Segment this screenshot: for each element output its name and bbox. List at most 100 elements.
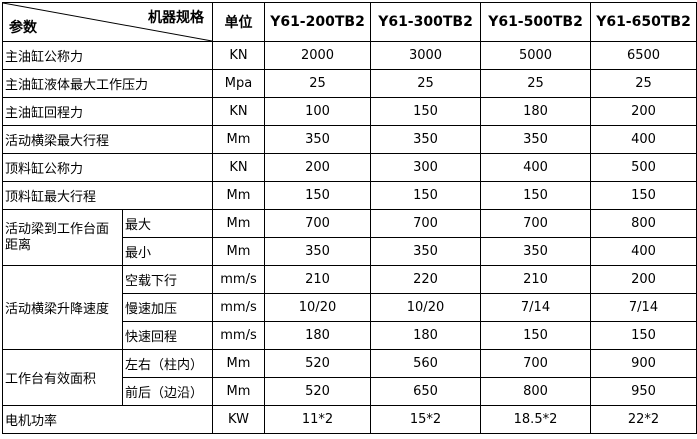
value-cell: 6500 — [590, 41, 697, 70]
sub-label: 最大 — [122, 209, 213, 238]
value-cell: 700 — [480, 349, 591, 378]
unit-cell: Mm — [212, 349, 265, 378]
param-label: 活动横梁最大行程 — [2, 125, 213, 154]
value-cell: 220 — [370, 265, 481, 294]
value-cell: 560 — [370, 349, 481, 378]
param-label: 顶料缸最大行程 — [2, 181, 213, 210]
group-label: 活动横梁升降速度 — [2, 265, 123, 350]
value-cell: 200 — [264, 153, 371, 182]
value-cell: 520 — [264, 349, 371, 378]
sub-label: 前后（边沿） — [122, 377, 213, 406]
table-row: 顶料缸最大行程 Mm 150 150 150 150 — [2, 181, 697, 210]
value-cell: 150 — [590, 181, 697, 210]
unit-cell: mm/s — [212, 265, 265, 294]
value-cell: 150 — [370, 181, 481, 210]
param-label: 主油缸液体最大工作压力 — [2, 69, 213, 98]
value-cell: 400 — [590, 237, 697, 266]
value-cell: 200 — [590, 265, 697, 294]
value-cell: 520 — [264, 377, 371, 406]
table-row: 主油缸回程力 KN 100 150 180 200 — [2, 97, 697, 126]
value-cell: 150 — [480, 321, 591, 350]
value-cell: 500 — [590, 153, 697, 182]
value-cell: 700 — [370, 209, 481, 238]
model-header: Y61-200TB2 — [264, 2, 371, 42]
value-cell: 15*2 — [370, 405, 481, 434]
value-cell: 950 — [590, 377, 697, 406]
unit-cell: mm/s — [212, 321, 265, 350]
value-cell: 180 — [480, 97, 591, 126]
table-row: 快速回程 mm/s 180 180 150 150 — [3, 321, 697, 350]
value-cell: 700 — [264, 209, 371, 238]
value-cell: 5000 — [480, 41, 591, 70]
value-cell: 350 — [480, 125, 591, 154]
group-label: 活动梁到工作台面距离 — [2, 209, 123, 266]
value-cell: 7/14 — [590, 293, 697, 322]
value-cell: 800 — [480, 377, 591, 406]
value-cell: 200 — [590, 97, 697, 126]
unit-header: 单位 — [212, 2, 265, 42]
header-row: 机器规格 参数 单位 Y61-200TB2 Y61-300TB2 Y61-500… — [2, 2, 697, 42]
value-cell: 210 — [480, 265, 591, 294]
value-cell: 100 — [264, 97, 371, 126]
value-cell: 150 — [480, 181, 591, 210]
value-cell: 10/20 — [370, 293, 481, 322]
sub-label: 快速回程 — [122, 321, 213, 350]
unit-cell: mm/s — [212, 293, 265, 322]
unit-cell: Mm — [212, 377, 265, 406]
value-cell: 7/14 — [480, 293, 591, 322]
value-cell: 18.5*2 — [480, 405, 591, 434]
value-cell: 350 — [480, 237, 591, 266]
table-row: 活动横梁升降速度 空载下行 mm/s 210 220 210 200 — [2, 265, 697, 350]
value-cell: 150 — [264, 181, 371, 210]
value-cell: 180 — [370, 321, 481, 350]
model-header: Y61-500TB2 — [480, 2, 591, 42]
corner-header-cell: 机器规格 参数 — [2, 2, 213, 42]
unit-cell: Mm — [212, 237, 265, 266]
value-cell: 22*2 — [590, 405, 697, 434]
model-header: Y61-650TB2 — [590, 2, 697, 42]
sub-label: 空载下行 — [122, 265, 213, 294]
value-cell: 25 — [264, 69, 371, 98]
unit-cell: KN — [212, 153, 265, 182]
table-row: 前后（边沿） Mm 520 650 800 950 — [3, 377, 697, 406]
sub-label: 慢速加压 — [122, 293, 213, 322]
value-cell: 350 — [264, 237, 371, 266]
value-cell: 300 — [370, 153, 481, 182]
value-cell: 800 — [590, 209, 697, 238]
value-cell: 350 — [370, 237, 481, 266]
value-cell: 400 — [590, 125, 697, 154]
table-row: 活动横梁最大行程 Mm 350 350 350 400 — [2, 125, 697, 154]
table-row: 活动梁到工作台面距离 最大 Mm 700 700 700 800 — [2, 209, 697, 266]
unit-cell: KW — [212, 405, 265, 434]
table-row: 电机功率 KW 11*2 15*2 18.5*2 22*2 — [2, 405, 697, 434]
unit-cell: Mm — [212, 181, 265, 210]
group-label: 工作台有效面积 — [2, 349, 123, 406]
unit-cell: KN — [212, 97, 265, 126]
value-cell: 210 — [264, 265, 371, 294]
value-cell: 3000 — [370, 41, 481, 70]
unit-cell: Mm — [212, 209, 265, 238]
value-cell: 150 — [590, 321, 697, 350]
sub-label: 左右（柱内） — [122, 349, 213, 378]
table-row: 工作台有效面积 左右（柱内） Mm 520 560 700 900 — [2, 349, 697, 406]
unit-cell: Mm — [212, 125, 265, 154]
corner-top-label: 机器规格 — [148, 10, 204, 26]
value-cell: 350 — [264, 125, 371, 154]
value-cell: 2000 — [264, 41, 371, 70]
value-cell: 25 — [370, 69, 481, 98]
value-cell: 11*2 — [264, 405, 371, 434]
value-cell: 400 — [480, 153, 591, 182]
unit-cell: Mpa — [212, 69, 265, 98]
value-cell: 900 — [590, 349, 697, 378]
value-cell: 700 — [480, 209, 591, 238]
diagonal-divider — [3, 3, 212, 41]
sub-label: 最小 — [122, 237, 213, 266]
value-cell: 180 — [264, 321, 371, 350]
table-row: 主油缸液体最大工作压力 Mpa 25 25 25 25 — [2, 69, 697, 98]
param-label: 主油缸公称力 — [2, 41, 213, 70]
value-cell: 150 — [370, 97, 481, 126]
value-cell: 25 — [480, 69, 591, 98]
value-cell: 25 — [590, 69, 697, 98]
param-label: 电机功率 — [2, 405, 213, 434]
